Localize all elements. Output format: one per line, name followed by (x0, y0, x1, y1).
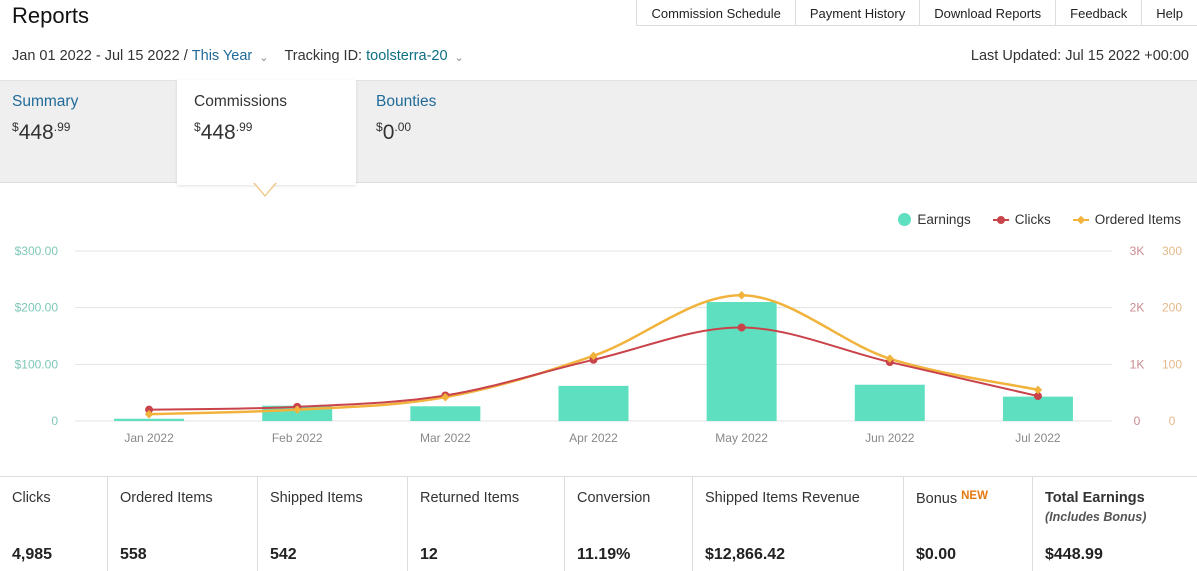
stat-returned-items: Returned Items 12 (408, 477, 565, 571)
date-range-text: Jan 01 2022 - Jul 15 2022 / (12, 48, 188, 64)
chevron-down-icon[interactable]: ⌄ (454, 51, 464, 64)
x-axis-tick: Jul 2022 (1015, 431, 1061, 445)
commission-schedule-link[interactable]: Commission Schedule (637, 0, 796, 26)
stat-shipped-items: Shipped Items 542 (258, 477, 408, 571)
legend-ordered-items-label: Ordered Items (1094, 212, 1181, 227)
y-axis-right-clicks-tick: 1K (1130, 357, 1145, 371)
stat-label: Conversion (577, 490, 651, 506)
help-link[interactable]: Help (1156, 5, 1183, 21)
page-title: Reports (12, 3, 90, 28)
active-tab-caret-inner (255, 183, 275, 195)
chart-legend: Earnings Clicks Ordered Items (876, 212, 1181, 227)
stat-value: 558 (120, 546, 147, 563)
stat-clicks: Clicks 4,985 (0, 477, 108, 571)
stat-label: Clicks (12, 490, 51, 506)
legend-clicks-label: Clicks (1014, 212, 1051, 227)
clicks-point (1033, 392, 1042, 401)
commissions-amount: $448.99 (194, 120, 253, 144)
tab-commissions[interactable]: Commissions $448.99 (177, 80, 356, 185)
x-axis-tick: Mar 2022 (420, 431, 471, 445)
feedback-link[interactable]: Feedback (1056, 0, 1143, 26)
y-axis-right-clicks-tick: 2K (1130, 301, 1145, 315)
stat-sub-label: (Includes Bonus) (1045, 510, 1147, 524)
y-axis-right-items-tick: 100 (1162, 357, 1182, 371)
tracking-id-dropdown[interactable]: toolsterra-20 (366, 48, 448, 64)
stats-bar: Clicks 4,985 Ordered Items 558 Shipped I… (0, 476, 1197, 571)
stat-value: $12,866.42 (705, 546, 786, 563)
earnings-bar (854, 384, 925, 421)
stat-value: 11.19% (577, 546, 631, 563)
tab-commissions-label[interactable]: Commissions (194, 93, 288, 110)
tracking-id-label: Tracking ID: (284, 48, 363, 64)
last-updated: Last Updated: Jul 15 2022 +00:00 (970, 48, 1189, 64)
download-reports-link[interactable]: Download Reports (920, 0, 1057, 26)
earnings-bar (706, 302, 777, 421)
stat-total-earnings: Total Earnings (Includes Bonus) $448.99 (1033, 477, 1197, 571)
stat-label: Ordered Items (120, 490, 213, 506)
x-axis-tick: Feb 2022 (272, 431, 323, 445)
payment-history-link[interactable]: Payment History (796, 0, 921, 26)
y-axis-left-tick: 0 (51, 414, 58, 428)
bounties-amount: $0.00 (376, 120, 412, 144)
stat-label: Total Earnings (1045, 490, 1145, 506)
ordered-items-point (292, 405, 302, 414)
stat-label: Shipped Items (270, 490, 363, 506)
earnings-bar (410, 406, 481, 421)
legend-clicks[interactable]: Clicks (992, 212, 1051, 227)
earnings-bar (558, 385, 629, 421)
stat-value: 4,985 (12, 546, 53, 563)
stat-ordered-items: Ordered Items 558 (108, 477, 258, 571)
tab-summary[interactable]: Summary $448.99 (0, 80, 177, 185)
stat-value: $448.99 (1045, 546, 1103, 563)
new-badge: NEW (961, 490, 988, 502)
chevron-down-icon[interactable]: ⌄ (259, 51, 269, 64)
y-axis-right-items-tick: 0 (1169, 414, 1176, 428)
clicks-point (737, 323, 746, 332)
period-dropdown[interactable]: This Year (191, 48, 253, 64)
x-axis-tick: Jun 2022 (865, 431, 915, 445)
x-axis-tick: May 2022 (715, 431, 768, 445)
legend-earnings-label: Earnings (917, 212, 971, 227)
y-axis-right-items-tick: 300 (1162, 244, 1182, 258)
stat-label: Shipped Items Revenue (705, 490, 860, 506)
x-axis-tick: Jan 2022 (124, 431, 174, 445)
tab-summary-label[interactable]: Summary (12, 93, 79, 110)
earnings-bar (1002, 396, 1073, 421)
ordered-items-swatch-icon (1072, 215, 1089, 224)
ordered-items-point (144, 409, 154, 419)
top-nav: Commission Schedule Payment History Down… (636, 0, 1197, 26)
earnings-chart: 0 $100.00 $200.00 $300.00 0 1K 2K 3K 0 100 200 300 J… (15, 244, 1183, 445)
stat-label: Returned Items (420, 490, 520, 506)
stat-shipped-items-revenue: Shipped Items Revenue $12,866.42 (693, 477, 904, 571)
earnings-swatch-icon (898, 213, 912, 226)
y-axis-left-tick: $300.00 (15, 244, 59, 258)
x-axis-tick: Apr 2022 (569, 431, 618, 445)
ordered-items-point (441, 392, 450, 402)
legend-ordered-items[interactable]: Ordered Items (1072, 212, 1181, 227)
y-axis-right-items-tick: 200 (1162, 301, 1182, 315)
legend-earnings[interactable]: Earnings (898, 212, 971, 227)
y-axis-left-tick: $100.00 (15, 357, 59, 371)
stat-conversion: Conversion 11.19% (565, 477, 693, 571)
clicks-swatch-icon (992, 215, 1009, 224)
report-filters: Jan 01 2022 - Jul 15 2022 / This Year ⌄ … (12, 48, 480, 64)
earnings-bar (114, 418, 185, 421)
y-axis-right-clicks-tick: 0 (1134, 414, 1141, 428)
stat-value: 542 (270, 546, 297, 563)
stat-bonus: Bonus NEW $0.00 (904, 477, 1033, 571)
tab-bounties[interactable]: Bounties $0.00 (364, 80, 544, 185)
stat-label: Bonus NEW (916, 490, 988, 507)
y-axis-left-tick: $200.00 (15, 301, 59, 315)
y-axis-right-clicks-tick: 3K (1130, 244, 1145, 258)
stat-value: $0.00 (916, 546, 957, 563)
summary-amount: $448.99 (12, 120, 71, 144)
clicks-point (145, 405, 154, 414)
tab-bounties-label[interactable]: Bounties (376, 93, 437, 110)
ordered-items-point (1033, 385, 1043, 395)
stat-value: 12 (420, 546, 438, 563)
ordered-items-point (737, 290, 746, 300)
